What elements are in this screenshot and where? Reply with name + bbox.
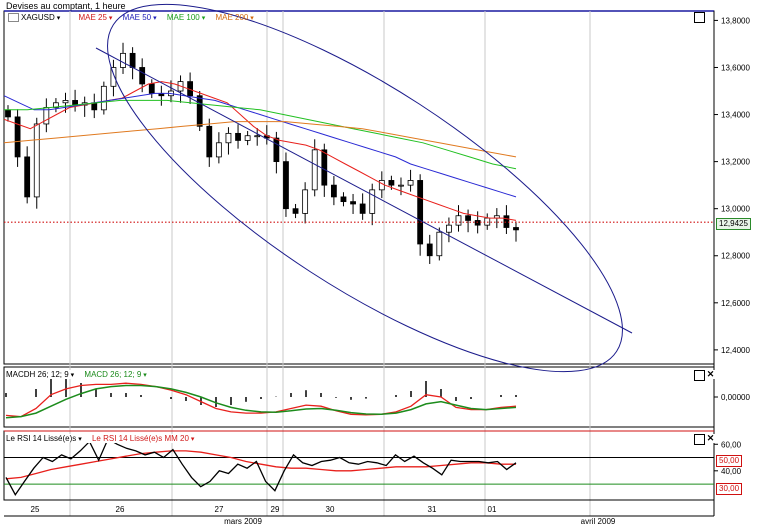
legend-rsi[interactable]: Le RSI 14 Lissé(e)s bbox=[6, 434, 82, 443]
legend-mae100[interactable]: MAE 100 bbox=[167, 13, 205, 22]
page-title: Devises au comptant, 1 heure bbox=[6, 1, 126, 11]
x-day-label: 27 bbox=[215, 505, 224, 514]
candle-body bbox=[273, 137, 280, 163]
y-tick-label: 13,0000 bbox=[721, 205, 750, 214]
candle-body bbox=[330, 184, 337, 198]
macd-legend: MACDH 26; 12; 9 MACD 26; 12; 9 bbox=[6, 370, 155, 379]
chart-type-icon bbox=[8, 13, 19, 23]
legend-macd[interactable]: MACD 26; 12; 9 bbox=[84, 370, 146, 379]
y-tick-label: 12,4000 bbox=[721, 346, 750, 355]
candle-body bbox=[455, 215, 462, 226]
rsi-30-tag: 30,00 bbox=[716, 483, 743, 495]
candle-body bbox=[513, 227, 519, 231]
candle-body bbox=[14, 116, 21, 158]
candle-body bbox=[446, 224, 452, 233]
rsi-50-tag: 50,00 bbox=[716, 455, 743, 467]
maximize-main-pane-icon[interactable] bbox=[694, 12, 705, 23]
trend-channel-line bbox=[95, 47, 633, 334]
candle-body bbox=[120, 52, 126, 68]
maximize-macd-pane-icon[interactable] bbox=[694, 370, 705, 381]
candle-body bbox=[465, 215, 471, 221]
y-tick-label: 13,8000 bbox=[721, 16, 750, 25]
candle-body bbox=[235, 132, 241, 141]
candle-body bbox=[340, 196, 347, 203]
rsi-ma-line bbox=[5, 450, 516, 480]
candle-body bbox=[388, 180, 395, 186]
candle-body bbox=[417, 180, 424, 245]
x-month-label: mars 2009 bbox=[224, 517, 262, 526]
candle-body bbox=[254, 135, 261, 138]
candle-body bbox=[196, 95, 203, 127]
mae200-line bbox=[3, 121, 517, 158]
candle-body bbox=[283, 161, 289, 210]
x-day-label: 25 bbox=[31, 505, 40, 514]
legend-macdh[interactable]: MACDH 26; 12; 9 bbox=[6, 370, 74, 379]
candle-body bbox=[100, 85, 107, 111]
candle-body bbox=[369, 189, 376, 214]
macd-line bbox=[5, 382, 517, 418]
candle-body bbox=[225, 132, 232, 144]
candle-body bbox=[311, 149, 318, 191]
candle-body bbox=[148, 83, 155, 94]
x-day-label: 01 bbox=[488, 505, 497, 514]
candle-body bbox=[244, 135, 251, 141]
x-month-label: avril 2009 bbox=[581, 517, 616, 526]
main-legend: XAGUSD MAE 25 MAE 50 MAE 100 MAE 200 bbox=[8, 13, 262, 23]
candle-body bbox=[24, 156, 31, 198]
symbol-label: XAGUSD bbox=[21, 13, 60, 22]
last-price-tag: 12,9425 bbox=[716, 218, 751, 230]
y-tick-label: 12,6000 bbox=[721, 299, 750, 308]
candle-body bbox=[215, 142, 222, 158]
x-day-label: 29 bbox=[271, 505, 280, 514]
candle-body bbox=[292, 208, 299, 214]
legend-mae50[interactable]: MAE 50 bbox=[123, 13, 157, 22]
candle-body bbox=[407, 180, 414, 186]
trend-ellipse bbox=[107, 3, 623, 373]
y-tick-label: 13,6000 bbox=[721, 63, 750, 72]
macd-tick-label: 0,00000 bbox=[721, 393, 750, 402]
close-rsi-pane-icon[interactable]: ✕ bbox=[706, 433, 715, 443]
x-day-label: 31 bbox=[428, 505, 437, 514]
candle-body bbox=[5, 109, 11, 118]
candle-body bbox=[302, 189, 309, 214]
candle-body bbox=[139, 67, 146, 85]
y-tick-label: 12,8000 bbox=[721, 252, 750, 261]
candle-body bbox=[350, 201, 356, 205]
candle-body bbox=[398, 184, 404, 187]
candle-body bbox=[321, 149, 328, 186]
symbol-selector[interactable]: XAGUSD bbox=[8, 13, 68, 23]
candle-body bbox=[53, 102, 59, 108]
y-tick-label: 13,4000 bbox=[721, 111, 750, 120]
candle-body bbox=[359, 203, 366, 214]
rsi-tick-label: 60,00 bbox=[721, 440, 742, 449]
mae100-line bbox=[4, 99, 517, 170]
x-day-label: 30 bbox=[326, 505, 335, 514]
maximize-rsi-pane-icon[interactable] bbox=[694, 434, 705, 445]
legend-rsi-ma[interactable]: Le RSI 14 Lissé(e)s MM 20 bbox=[92, 434, 194, 443]
candle-body bbox=[110, 67, 117, 87]
y-tick-label: 13,2000 bbox=[721, 158, 750, 167]
macd-signal-line bbox=[5, 384, 517, 419]
legend-mae25[interactable]: MAE 25 bbox=[79, 13, 113, 22]
rsi-line bbox=[5, 438, 517, 496]
candle-body bbox=[62, 100, 69, 104]
candle-body bbox=[436, 231, 443, 257]
candle-body bbox=[426, 243, 433, 257]
candle-body bbox=[33, 123, 40, 198]
candle-body bbox=[129, 52, 136, 68]
candle-body bbox=[378, 180, 385, 191]
legend-mae200[interactable]: MAE 200 bbox=[215, 13, 253, 22]
candle-body bbox=[206, 125, 213, 158]
rsi-legend: Le RSI 14 Lissé(e)s Le RSI 14 Lissé(e)s … bbox=[6, 434, 203, 443]
x-day-label: 26 bbox=[116, 505, 125, 514]
close-macd-pane-icon[interactable]: ✕ bbox=[706, 369, 715, 379]
rsi-tick-label: 40,00 bbox=[721, 467, 742, 476]
